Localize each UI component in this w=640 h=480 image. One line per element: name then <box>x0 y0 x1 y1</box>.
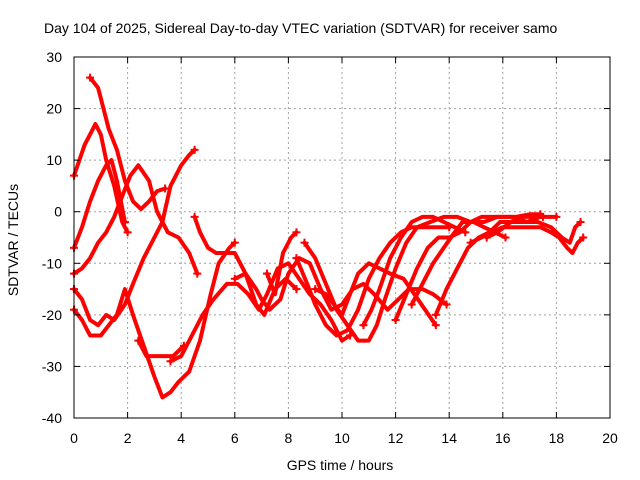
x-tick-label: 18 <box>549 430 565 446</box>
series-line <box>72 240 237 400</box>
plus-marker <box>466 238 475 247</box>
chart-title: Day 104 of 2025, Sidereal Day-to-day VTE… <box>44 20 557 36</box>
plus-marker <box>262 269 271 278</box>
series-pass-11 <box>262 228 301 297</box>
x-tick-label: 6 <box>231 430 239 446</box>
x-tick-label: 0 <box>70 430 78 446</box>
axis-ticks: 0 2 4 6 8 10 12 14 16 18 20 30 20 10 0 -10 -20 -30 -40 <box>42 49 618 446</box>
y-tick-label: 30 <box>46 49 62 65</box>
plus-marker <box>190 145 199 154</box>
plus-marker <box>193 269 202 278</box>
plus-marker <box>134 336 143 345</box>
y-tick-label: -30 <box>42 358 62 374</box>
plus-marker <box>431 321 440 330</box>
y-tick-label: 0 <box>54 204 62 220</box>
plus-marker <box>501 233 510 242</box>
series-line <box>393 212 543 322</box>
series-line <box>72 163 200 276</box>
x-tick-label: 8 <box>285 430 293 446</box>
plus-marker <box>442 300 451 309</box>
series-pass-20 <box>482 218 585 245</box>
y-tick-label: 10 <box>46 152 62 168</box>
plus-marker <box>407 300 416 309</box>
series-line <box>361 214 468 328</box>
plus-marker <box>359 321 368 330</box>
x-tick-label: 10 <box>334 430 350 446</box>
plus-marker <box>292 285 301 294</box>
y-tick-label: -20 <box>42 307 62 323</box>
y-axis-label: SDTVAR / TECUs <box>5 184 21 296</box>
data-series <box>70 73 588 400</box>
plus-marker <box>166 357 175 366</box>
series-line <box>484 220 583 245</box>
plus-marker <box>123 228 132 237</box>
series-pass-19 <box>466 225 588 255</box>
plus-marker <box>431 310 440 319</box>
y-tick-label: -40 <box>42 410 62 426</box>
plus-marker <box>190 212 199 221</box>
x-tick-label: 4 <box>177 430 185 446</box>
plus-marker <box>391 316 400 325</box>
series-line <box>136 338 186 359</box>
series-pass-14 <box>300 212 561 343</box>
series-pass-9 <box>166 261 355 366</box>
y-tick-label: 20 <box>46 101 62 117</box>
plus-marker <box>120 218 129 227</box>
x-axis-label: GPS time / hours <box>287 457 394 473</box>
plus-marker <box>230 274 239 283</box>
plus-marker <box>579 233 588 242</box>
plus-marker <box>576 218 585 227</box>
series-pass-6 <box>70 238 239 400</box>
plus-marker <box>539 212 547 221</box>
plus-marker <box>292 228 301 237</box>
series-line <box>468 225 586 255</box>
series-pass-2 <box>70 122 132 237</box>
plus-marker <box>86 73 95 82</box>
plus-marker <box>482 233 491 242</box>
plus-marker <box>552 212 561 221</box>
y-tick-label: -10 <box>42 255 62 271</box>
plus-marker <box>230 238 239 247</box>
x-tick-label: 16 <box>495 430 511 446</box>
x-tick-label: 20 <box>602 430 618 446</box>
plus-marker <box>300 238 309 247</box>
series-line <box>72 147 197 328</box>
x-tick-label: 12 <box>388 430 404 446</box>
plus-marker <box>292 254 301 263</box>
x-tick-label: 2 <box>124 430 132 446</box>
plus-marker <box>311 285 320 294</box>
series-line <box>265 230 299 297</box>
plus-marker <box>161 184 170 193</box>
x-tick-label: 14 <box>441 430 457 446</box>
series-line <box>72 158 127 250</box>
